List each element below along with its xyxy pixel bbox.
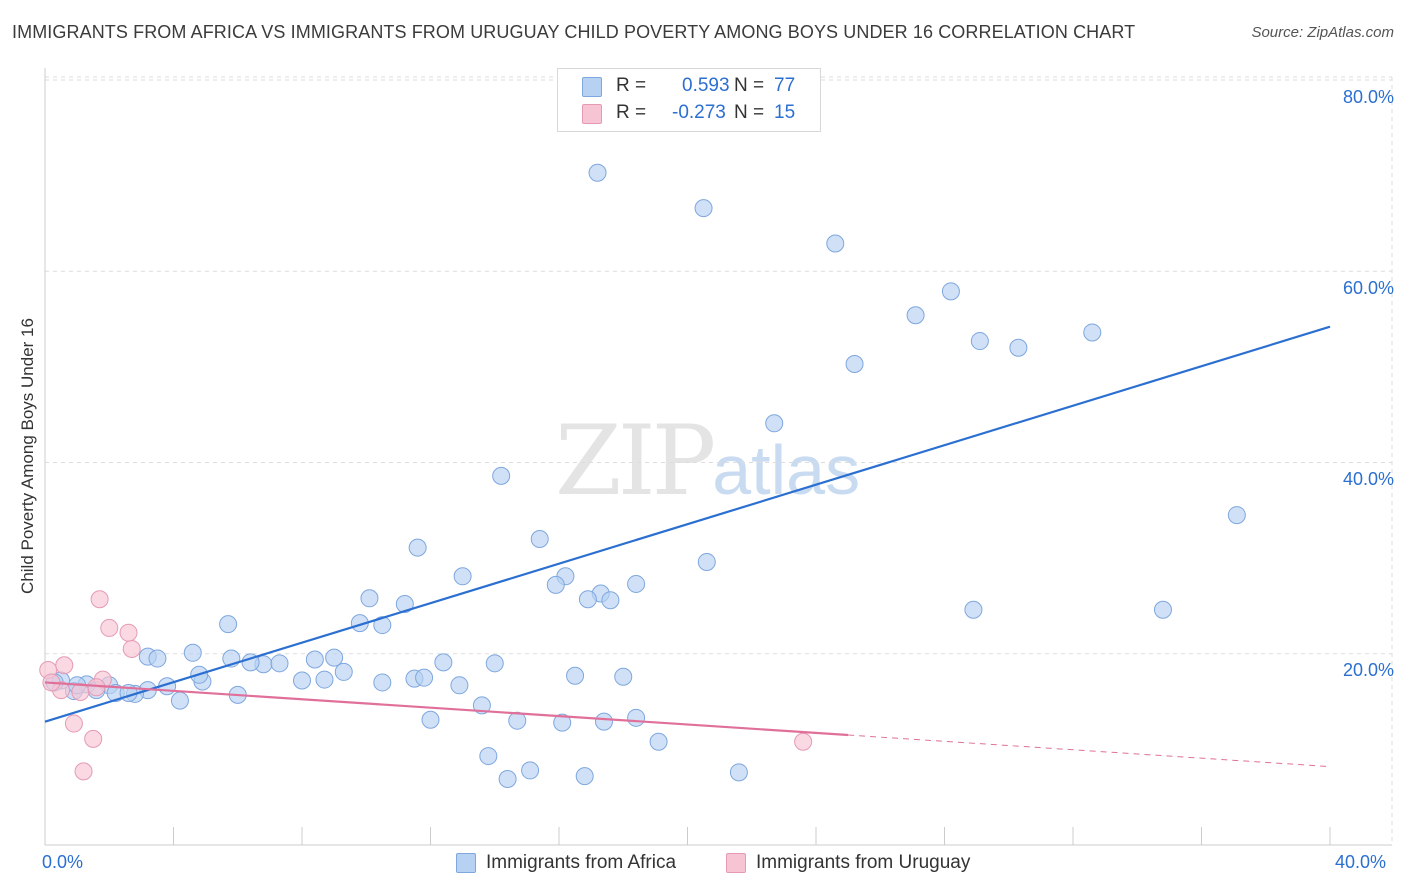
africa-point-68: [421, 710, 440, 729]
africa-point-16: [697, 552, 716, 571]
africa-point-72: [649, 732, 668, 751]
africa-point-35: [566, 666, 585, 685]
africa-point-50: [472, 696, 491, 715]
y-tick-60: 60.0%: [1342, 278, 1394, 298]
africa-point-76: [183, 643, 202, 662]
africa-point-21: [453, 567, 472, 586]
africa-point-30: [305, 650, 324, 669]
africa-point-17: [546, 575, 565, 594]
x-tick-min: 0.0%: [42, 852, 84, 872]
africa-point-42: [270, 654, 289, 673]
africa-point-25: [395, 595, 414, 614]
africa-point-71: [575, 767, 594, 786]
africa-point-34: [434, 653, 453, 672]
uruguay-point-2: [90, 590, 109, 609]
africa-point-22: [578, 590, 597, 609]
africa-point-10: [1227, 506, 1246, 525]
legend-africa-swatch: [456, 853, 476, 873]
africa-point-12: [1153, 600, 1172, 619]
africa-n-label: N =: [734, 75, 765, 96]
watermark-atlas: atlas: [712, 431, 861, 509]
africa-point-58: [148, 649, 167, 668]
africa-point-36: [614, 667, 633, 686]
africa-point-74: [498, 770, 517, 789]
africa-point-20: [627, 574, 646, 593]
legend-africa-label: Immigrants from Africa: [486, 852, 677, 873]
africa-point-54: [415, 668, 434, 687]
africa-n-value: 77: [774, 75, 796, 96]
y-tick-40: 40.0%: [1342, 469, 1394, 489]
africa-point-37: [627, 708, 646, 727]
africa-point-55: [293, 671, 311, 690]
x-tick-max: 40.0%: [1335, 852, 1387, 872]
source-credit: Source: ZipAtlas.com: [1251, 24, 1394, 41]
africa-point-51: [508, 711, 527, 730]
chart-title: IMMIGRANTS FROM AFRICA VS IMMIGRANTS FRO…: [12, 22, 1136, 42]
africa-point-23: [601, 591, 620, 610]
y-axis-label: Child Poverty Among Boys Under 16: [18, 318, 37, 594]
uruguay-point-3: [119, 623, 138, 642]
uruguay-n-label: N =: [734, 102, 765, 123]
africa-point-49: [450, 676, 469, 695]
correlation-legend: R = 0.593 N = 77 R = -0.273 N = 15: [557, 68, 821, 132]
africa-point-2: [826, 234, 845, 253]
africa-point-6: [970, 332, 989, 351]
africa-point-8: [845, 355, 864, 374]
africa-point-3: [941, 282, 960, 301]
africa-point-14: [530, 530, 549, 548]
uruguay-r-label: R =: [616, 102, 647, 123]
africa-point-69: [479, 747, 498, 766]
series-legend: Immigrants from Africa Immigrants from U…: [0, 852, 1406, 876]
watermark: ZIPatlas: [555, 405, 860, 517]
africa-swatch: [582, 77, 602, 97]
uruguay-point-10: [84, 729, 103, 748]
africa-point-24: [360, 589, 379, 608]
africa-point-26: [373, 616, 392, 635]
africa-r-value: 0.593: [682, 75, 730, 96]
africa-point-7: [1009, 338, 1028, 357]
africa-point-47: [373, 673, 392, 692]
legend-uruguay-label: Immigrants from Uruguay: [756, 852, 971, 873]
africa-point-56: [334, 662, 353, 681]
africa-point-31: [325, 648, 344, 667]
uruguay-point-1: [55, 656, 74, 675]
uruguay-trendline: [44, 681, 849, 737]
africa-point-0: [588, 163, 607, 182]
africa-point-65: [170, 691, 189, 710]
africa-point-73: [729, 763, 748, 782]
africa-point-4: [906, 306, 925, 325]
africa-point-11: [492, 466, 511, 485]
uruguay-swatch: [582, 104, 602, 124]
uruguay-point-5: [122, 639, 141, 658]
africa-point-32: [485, 654, 504, 673]
watermark-zip: ZIP: [555, 405, 716, 517]
uruguay-point-13: [794, 732, 813, 751]
africa-point-9: [765, 414, 784, 433]
y-tick-20: 20.0%: [1342, 660, 1394, 680]
legend-uruguay-swatch: [726, 853, 746, 873]
africa-point-13: [964, 600, 983, 619]
africa-point-70: [521, 761, 540, 780]
africa-r-label: R =: [616, 75, 647, 96]
africa-point-18: [408, 538, 427, 557]
uruguay-point-8: [71, 683, 90, 701]
africa-trendline: [44, 325, 1331, 723]
y-tick-80: 80.0%: [1342, 87, 1394, 107]
uruguay-trendline-extension: [848, 734, 1331, 768]
africa-point-46: [315, 670, 334, 689]
uruguay-point-11: [74, 762, 93, 781]
africa-point-53: [594, 712, 613, 731]
africa-point-27: [219, 615, 238, 634]
africa-point-1: [694, 199, 713, 218]
uruguay-n-value: 15: [774, 102, 796, 123]
africa-point-52: [553, 713, 572, 732]
africa-point-5: [1083, 323, 1102, 342]
uruguay-r-value: -0.273: [672, 102, 726, 123]
uruguay-point-9: [64, 714, 83, 733]
uruguay-point-4: [100, 618, 119, 637]
